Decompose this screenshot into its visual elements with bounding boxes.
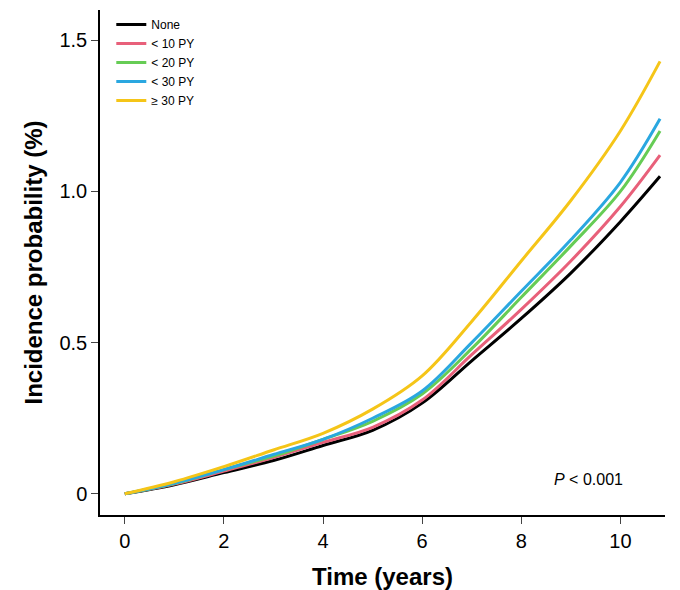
svg-text:0: 0	[76, 483, 87, 505]
svg-text:≥ 30 PY: ≥ 30 PY	[151, 94, 194, 108]
svg-text:8: 8	[516, 530, 527, 552]
svg-text:None: None	[151, 18, 180, 32]
svg-text:6: 6	[417, 530, 428, 552]
svg-text:1.0: 1.0	[59, 180, 87, 202]
svg-text:1.5: 1.5	[59, 29, 87, 51]
svg-text:2: 2	[218, 530, 229, 552]
svg-text:< 20 PY: < 20 PY	[151, 56, 194, 70]
svg-text:0: 0	[119, 530, 130, 552]
svg-text:Incidence probability (%): Incidence probability (%)	[20, 120, 47, 404]
svg-text:Time (years): Time (years)	[312, 563, 453, 590]
svg-text:10: 10	[609, 530, 631, 552]
svg-text:< 30 PY: < 30 PY	[151, 75, 194, 89]
svg-text:P < 0.001: P < 0.001	[554, 471, 623, 488]
svg-text:4: 4	[317, 530, 328, 552]
svg-text:0.5: 0.5	[59, 332, 87, 354]
svg-text:< 10 PY: < 10 PY	[151, 37, 194, 51]
